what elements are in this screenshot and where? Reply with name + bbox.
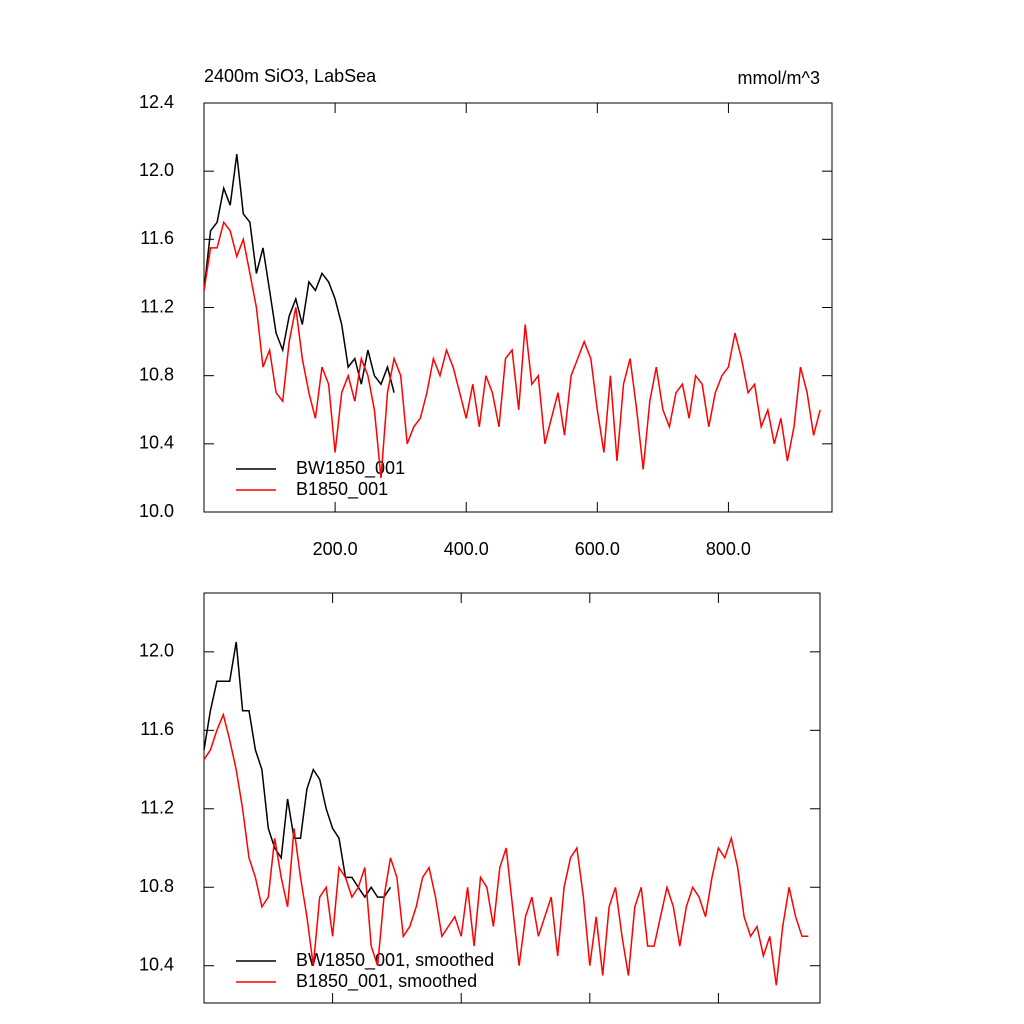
legend-label: BW1850_001, smoothed bbox=[296, 950, 494, 971]
y-tick-label: 11.6 bbox=[140, 228, 174, 248]
x-tick-label: 200.0 bbox=[313, 539, 358, 559]
y-tick-label: 10.0 bbox=[139, 501, 174, 521]
y-tick-label: 11.6 bbox=[140, 719, 174, 739]
x-tick-label: 800.0 bbox=[706, 539, 751, 559]
y-tick-label: 11.2 bbox=[140, 798, 174, 818]
legend-label: BW1850_001 bbox=[296, 458, 405, 479]
y-tick-label: 12.0 bbox=[139, 641, 174, 661]
y-tick-label: 10.4 bbox=[139, 954, 174, 974]
y-tick-label: 10.8 bbox=[139, 364, 174, 384]
units-label: mmol/m^3 bbox=[738, 68, 820, 88]
legend-label: B1850_001 bbox=[296, 479, 388, 500]
plot-frame bbox=[203, 592, 821, 1004]
x-tick-label: 400.0 bbox=[444, 539, 489, 559]
y-tick-label: 10.4 bbox=[139, 433, 174, 453]
series-line bbox=[203, 712, 809, 986]
legend-label: B1850_001, smoothed bbox=[296, 971, 477, 992]
x-tick-label: 600.0 bbox=[575, 539, 620, 559]
y-tick-label: 12.0 bbox=[139, 160, 174, 180]
chart-title: 2400m SiO3, LabSea bbox=[204, 66, 377, 86]
y-tick-label: 12.4 bbox=[139, 92, 174, 112]
series-line bbox=[203, 154, 395, 393]
series-line bbox=[203, 220, 821, 478]
y-tick-label: 11.2 bbox=[140, 296, 174, 316]
series-line bbox=[203, 641, 392, 899]
y-tick-label: 10.8 bbox=[139, 876, 174, 896]
